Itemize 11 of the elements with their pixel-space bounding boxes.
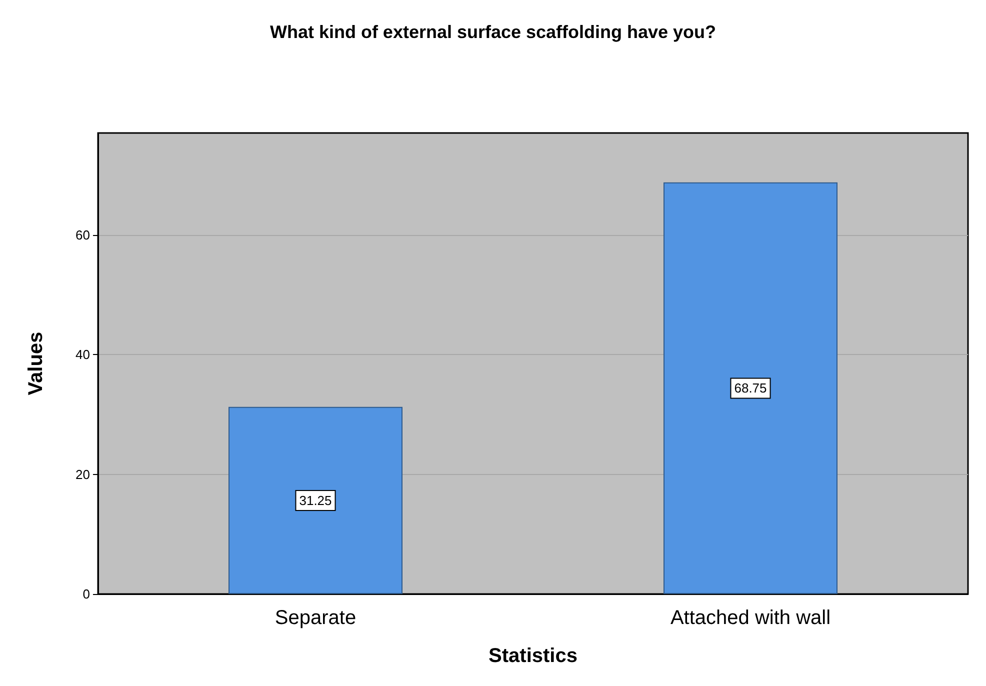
data-label: 68.75 [734, 380, 767, 396]
data-label: 31.25 [299, 492, 332, 508]
y-tick-label: 40 [76, 347, 90, 362]
x-axis-title: Statistics [488, 645, 578, 667]
y-tick-label: 20 [76, 466, 90, 482]
x-tick-label: Separate [274, 607, 356, 629]
chart-title: What kind of external surface scaffolding have you? [270, 22, 716, 42]
y-tick-label: 60 [76, 227, 90, 242]
y-axis-title: Values [25, 332, 47, 396]
x-tick-label: Attached with wall [670, 607, 831, 629]
y-tick-label: 0 [82, 586, 90, 602]
